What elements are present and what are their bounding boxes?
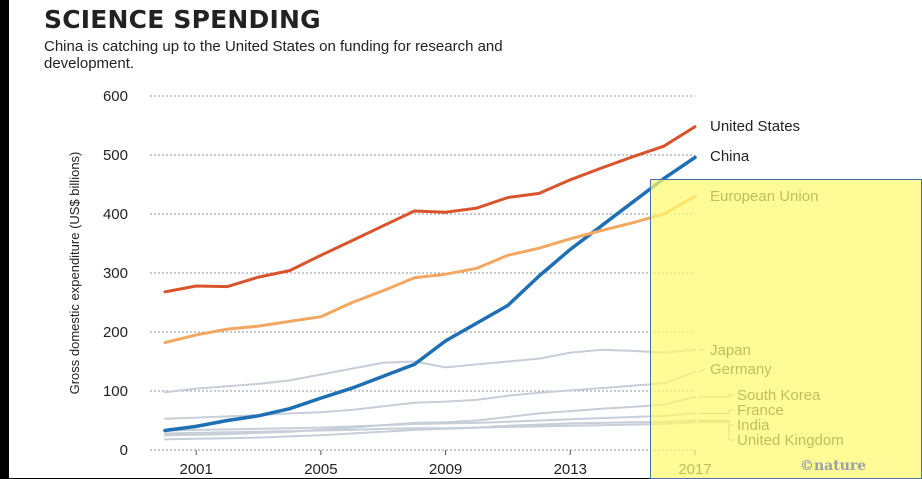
x-tick-label-2005: 2005 <box>304 461 337 478</box>
x-tick-label-2013: 2013 <box>554 461 587 478</box>
nature-credit: ©nature <box>800 458 866 474</box>
x-axis-ticks: 20012005200920132017 <box>179 450 711 478</box>
y-tick-label-400: 400 <box>103 206 128 223</box>
y-tick-label-500: 500 <box>103 147 128 164</box>
y-axis-ticks: 0 100 200 300 400 500 600 <box>103 88 128 459</box>
y-tick-label-200: 200 <box>103 324 128 341</box>
y-tick-label-100: 100 <box>103 383 128 400</box>
series-line-european-union <box>165 196 695 342</box>
y-tick-label-600: 600 <box>103 88 128 105</box>
y-axis-label: Gross domestic expenditure (US$ billions… <box>67 152 82 395</box>
x-tick-label-2009: 2009 <box>429 461 462 478</box>
y-tick-label-300: 300 <box>103 265 128 282</box>
series-label-china: China <box>710 148 750 165</box>
highlight-overlay <box>650 179 922 479</box>
gridlines <box>150 96 695 450</box>
series-lines <box>165 127 695 440</box>
series-line-germany <box>165 372 695 419</box>
series-label-united-states: United States <box>710 118 800 135</box>
series-line-japan <box>165 350 695 393</box>
x-tick-label-2001: 2001 <box>179 461 212 478</box>
series-line-china <box>165 157 695 430</box>
y-tick-label-0: 0 <box>120 442 128 459</box>
series-line-united-states <box>165 127 695 292</box>
